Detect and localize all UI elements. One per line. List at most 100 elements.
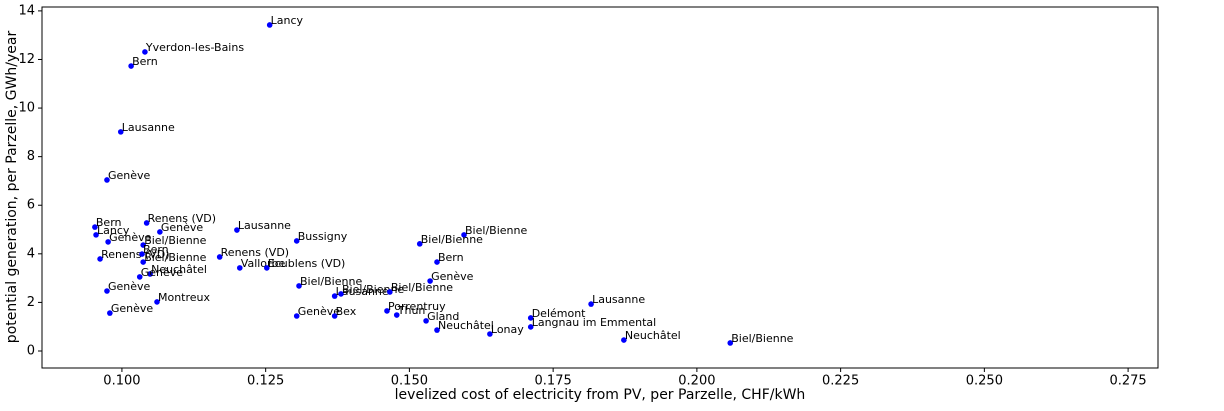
point — [140, 242, 146, 248]
point-label: Genève — [431, 270, 474, 283]
point — [140, 259, 146, 265]
point — [154, 299, 160, 305]
x-tick-label: 0.100 — [103, 374, 140, 389]
point-label: Bern — [96, 216, 122, 229]
point — [136, 274, 143, 280]
point — [142, 49, 148, 55]
x-tick-label: 0.200 — [678, 374, 715, 389]
point-label: Renens (VD) — [148, 212, 216, 225]
point-label: Bern — [143, 243, 169, 256]
point-label: Lonay — [491, 323, 524, 336]
point-label: Biel/Bienne — [144, 234, 206, 247]
point — [147, 271, 153, 277]
point-label: Bern — [132, 55, 158, 68]
point — [107, 310, 113, 316]
x-axis-label: levelized cost of electricity from PV, p… — [395, 387, 806, 403]
y-tick-label: 12 — [18, 52, 35, 67]
point — [143, 220, 150, 226]
point — [216, 254, 223, 260]
point — [487, 331, 493, 337]
point-label: Biel/Bienne — [144, 251, 206, 264]
point — [266, 22, 273, 28]
point-label: Bussigny — [298, 230, 348, 243]
point-label: Genève — [111, 302, 154, 315]
point — [331, 293, 338, 299]
point-label: Biel/Bienne — [300, 275, 362, 288]
point — [588, 301, 594, 307]
point-label: Biel/Bienne — [465, 224, 527, 237]
point-label: Neuchâtel — [151, 263, 207, 276]
point-label: Thun — [397, 304, 426, 317]
y-axis-label: potential generation, per Parzelle, GWh/… — [4, 31, 20, 344]
point — [293, 238, 300, 244]
point-label: Ecublens (VD) — [268, 257, 346, 270]
point — [338, 291, 344, 297]
point-label: Lausanne — [122, 121, 175, 134]
y-tick-label: 4 — [27, 246, 35, 261]
point — [423, 318, 429, 324]
point-label: Biel/Bienne — [421, 233, 483, 246]
x-tick-label: 0.150 — [391, 374, 428, 389]
point-label: Neuchâtel — [625, 329, 681, 342]
point-label: Porrentruy — [388, 300, 446, 313]
point-label: Genève — [298, 305, 341, 318]
point — [461, 232, 467, 238]
point-label: Genève — [141, 266, 184, 279]
point-label: Renens (VD) — [101, 248, 169, 261]
y-tick-label: 6 — [27, 198, 35, 213]
point-label: Bern — [438, 251, 464, 264]
point — [234, 227, 240, 233]
point — [264, 265, 270, 271]
x-tick-label: 0.225 — [822, 374, 859, 389]
point — [92, 224, 98, 230]
point-label: Montreux — [158, 291, 211, 304]
point — [296, 283, 302, 289]
y-tick-label: 0 — [27, 343, 35, 358]
point-label: Genève — [109, 231, 152, 244]
point — [104, 288, 110, 294]
point-label: Genève — [108, 169, 151, 182]
point — [97, 256, 103, 262]
point-label: Biel/Bienne — [391, 281, 453, 294]
point — [384, 308, 390, 314]
point — [105, 239, 111, 245]
point — [236, 265, 243, 271]
point — [416, 241, 423, 247]
point-label: Yverdon-les-Bains — [145, 41, 244, 54]
x-tick-label: 0.175 — [535, 374, 572, 389]
point-label: Langnau im Emmental — [532, 316, 657, 329]
point-label: Bex — [336, 305, 357, 318]
point-label: Delémont — [532, 307, 586, 320]
y-tick-label: 2 — [27, 295, 35, 310]
point — [434, 259, 440, 265]
point — [128, 63, 134, 69]
point — [427, 278, 433, 284]
point — [393, 312, 400, 318]
point — [527, 324, 534, 330]
point-label: Neuchâtel — [438, 319, 494, 332]
x-tick-label: 0.275 — [1109, 374, 1146, 389]
point-label: Lausanne — [336, 285, 389, 298]
point-label: Genève — [161, 221, 204, 234]
x-tick-label: 0.125 — [247, 374, 284, 389]
point-label: Lancy — [97, 224, 130, 237]
point-label: Renens (VD) — [221, 246, 289, 259]
point — [434, 327, 440, 333]
point-label: Lausanne — [238, 219, 291, 232]
point — [139, 251, 145, 257]
point-label: Biel/Bienne — [731, 332, 793, 345]
point — [727, 340, 734, 346]
plot-frame — [41, 6, 1159, 369]
point-label: Vallorbe — [241, 257, 286, 270]
point — [527, 315, 534, 321]
y-tick-label: 14 — [18, 3, 35, 18]
point — [117, 129, 124, 135]
point-label: Lausanne — [592, 293, 645, 306]
y-tick-label: 8 — [27, 149, 35, 164]
point — [387, 289, 393, 295]
point — [157, 229, 163, 235]
point — [621, 337, 627, 343]
point-label: Gland — [427, 310, 459, 323]
y-tick-label: 10 — [18, 101, 35, 116]
